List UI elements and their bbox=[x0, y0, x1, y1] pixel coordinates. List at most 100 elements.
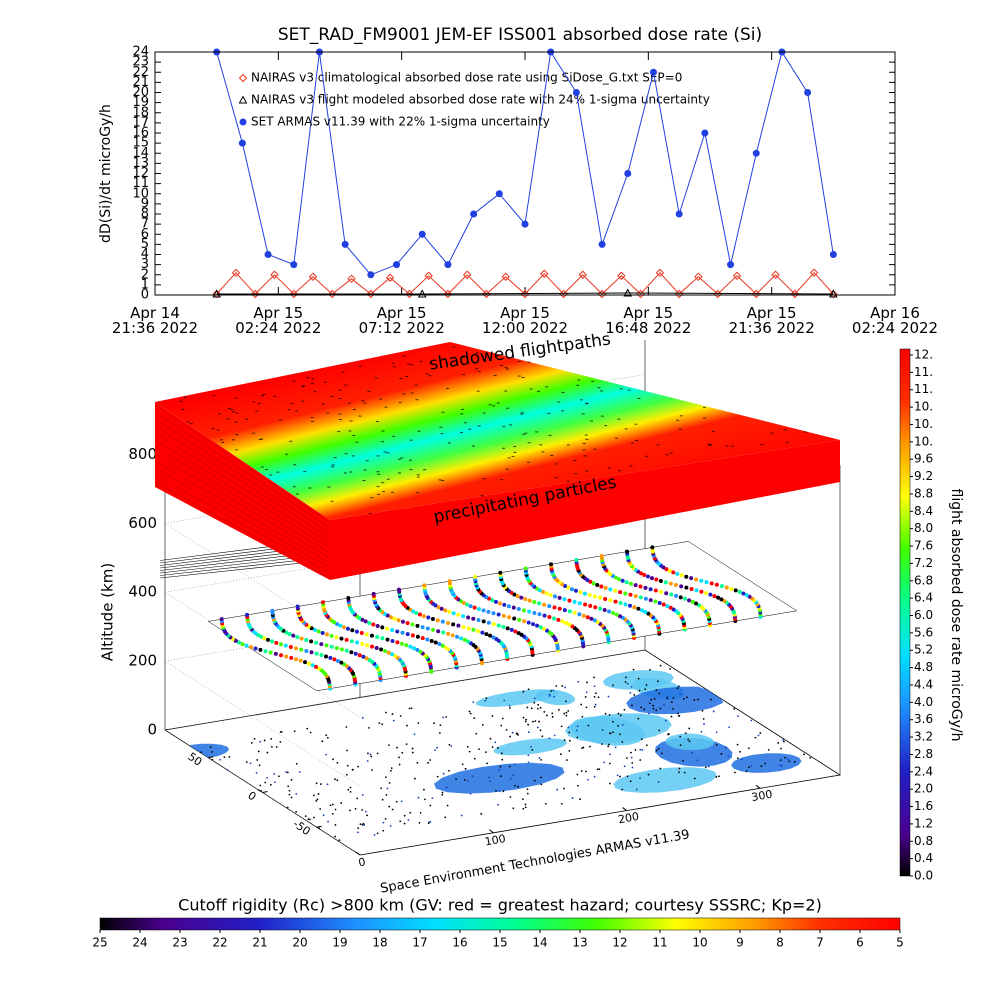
map-dot bbox=[313, 794, 315, 797]
map-dot bbox=[585, 706, 588, 709]
map-dot bbox=[633, 694, 636, 696]
map-dot bbox=[522, 690, 525, 693]
flight-dot bbox=[367, 620, 372, 625]
flight-dot bbox=[464, 602, 469, 607]
map-dot bbox=[384, 817, 387, 820]
slab-mark bbox=[292, 486, 296, 488]
map-dot bbox=[258, 764, 261, 767]
flight-dot bbox=[268, 650, 273, 655]
slab-mark bbox=[560, 410, 564, 412]
flight-dot bbox=[278, 642, 283, 647]
map-patch bbox=[602, 670, 674, 690]
slab-mark bbox=[524, 432, 528, 434]
map-dot bbox=[739, 750, 741, 753]
slab-layer bbox=[154, 460, 331, 564]
map-dot bbox=[693, 777, 696, 780]
map-dot bbox=[707, 765, 710, 768]
map-dot bbox=[635, 788, 638, 791]
slab-mark bbox=[303, 471, 307, 473]
map-dot bbox=[585, 770, 587, 773]
hazard-slab-top bbox=[155, 342, 840, 520]
map-dot bbox=[643, 708, 646, 711]
map-dot bbox=[411, 751, 414, 754]
slab-mark bbox=[630, 442, 634, 444]
map-dot bbox=[388, 782, 391, 784]
map-dot bbox=[401, 751, 404, 754]
map-dot bbox=[619, 775, 621, 778]
map-dot bbox=[645, 684, 648, 686]
map-dot bbox=[524, 803, 527, 806]
map-dot bbox=[433, 722, 435, 725]
slab-mark bbox=[607, 467, 611, 469]
map-dot bbox=[701, 709, 704, 712]
y-tick bbox=[262, 791, 268, 793]
flight-dot bbox=[638, 595, 643, 600]
map-dot bbox=[634, 749, 637, 751]
flight-dot bbox=[523, 566, 528, 571]
map-dot bbox=[417, 722, 420, 724]
colorbar-tick-label: 10. bbox=[914, 417, 933, 431]
map-dot bbox=[468, 710, 471, 713]
flight-dot bbox=[334, 646, 339, 651]
map-dot bbox=[682, 760, 684, 762]
map-dot bbox=[385, 794, 388, 796]
map-dot bbox=[759, 732, 762, 734]
slab-mark bbox=[604, 425, 608, 427]
flight-dot bbox=[532, 600, 537, 605]
map-dot bbox=[538, 720, 540, 723]
x-tick bbox=[489, 829, 494, 834]
map-dot bbox=[688, 740, 691, 743]
map-dot bbox=[687, 738, 690, 741]
slab-mark bbox=[292, 380, 296, 382]
slab-mark bbox=[493, 374, 497, 376]
slab-mark bbox=[460, 413, 464, 415]
slab-mark bbox=[276, 471, 280, 473]
flight-dot bbox=[304, 648, 309, 653]
slab-mark bbox=[391, 362, 395, 364]
map-dot bbox=[553, 695, 555, 698]
flight-dot bbox=[314, 651, 319, 656]
flight-dot bbox=[694, 577, 699, 582]
map-dot bbox=[638, 689, 641, 692]
slab-mark bbox=[703, 417, 707, 419]
map-dot bbox=[803, 753, 805, 756]
flight-dot bbox=[607, 609, 612, 614]
flight-dot bbox=[350, 628, 355, 633]
map-dot bbox=[346, 764, 349, 767]
slab-mark bbox=[520, 413, 524, 415]
flight-dot bbox=[421, 614, 426, 619]
flight-dot bbox=[355, 640, 360, 645]
flight-dot bbox=[310, 663, 315, 668]
flight-dot bbox=[349, 650, 354, 655]
flight-dot bbox=[395, 629, 400, 634]
map-dot bbox=[623, 765, 626, 768]
map-patch bbox=[565, 713, 672, 743]
flight-dot bbox=[392, 616, 397, 621]
flight-dot bbox=[447, 579, 452, 584]
map-dot bbox=[361, 716, 364, 719]
flight-dot bbox=[624, 549, 629, 554]
slab-mark bbox=[619, 388, 623, 390]
slab-mark bbox=[260, 466, 264, 468]
map-dot bbox=[491, 746, 494, 749]
slab-mark bbox=[310, 417, 314, 419]
colorbar-tick-label: 2.4 bbox=[914, 764, 933, 778]
slab-mark bbox=[381, 441, 385, 443]
map-dot bbox=[488, 776, 490, 779]
flight-dot bbox=[516, 631, 521, 636]
flight-dot bbox=[456, 612, 461, 617]
slab-layer bbox=[154, 474, 331, 574]
map-dot bbox=[679, 692, 682, 695]
slab-mark bbox=[358, 365, 362, 367]
flight-dot bbox=[244, 643, 249, 648]
map-dot bbox=[317, 793, 320, 795]
map-dot bbox=[551, 715, 554, 718]
map-dot bbox=[780, 764, 783, 767]
slab-mark bbox=[537, 390, 541, 392]
map-dot bbox=[700, 730, 703, 733]
slab-mark bbox=[351, 455, 355, 457]
data-point bbox=[251, 289, 260, 299]
slab-mark bbox=[566, 480, 570, 482]
slab-mark bbox=[513, 445, 517, 447]
flight-dot bbox=[628, 592, 633, 597]
